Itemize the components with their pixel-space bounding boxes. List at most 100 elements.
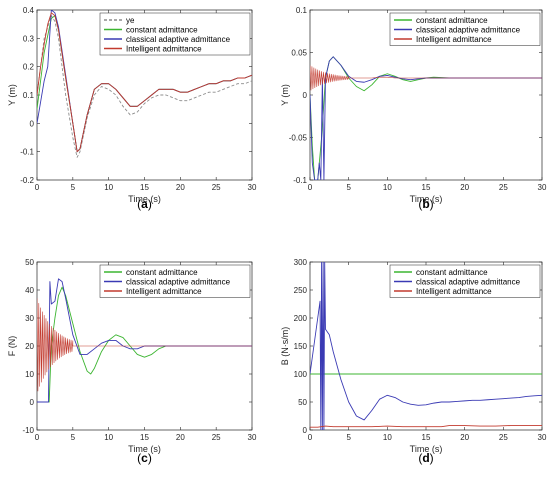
panel-label: (b) — [418, 197, 433, 211]
legend-box — [99, 12, 251, 56]
legend-entry: classical adaptive admittance — [416, 277, 521, 286]
legend-entry: constant admittance — [416, 16, 488, 25]
x-tick-label: 30 — [248, 433, 257, 442]
x-tick-label: 15 — [422, 183, 431, 192]
y-tick-label: 150 — [294, 342, 308, 351]
y-tick-label: 50 — [25, 258, 34, 267]
x-tick-label: 5 — [346, 183, 351, 192]
series-group — [37, 10, 252, 158]
x-tick-label: 25 — [499, 183, 508, 192]
panel-a: 0 5 10 15 20 25 30 -0.2 -0.1 0 0.1 0.2 0.3 0.4 Time (s… — [7, 6, 257, 211]
x-axis-label: Time (s) — [128, 194, 161, 204]
legend-entry: classical adaptive admittance — [416, 25, 521, 34]
y-tick-label: 200 — [294, 314, 308, 323]
y-tick-label: 20 — [25, 342, 34, 351]
y-tick-label: 0.05 — [291, 49, 307, 58]
x-tick-label: 5 — [346, 433, 351, 442]
x-tick-label: 30 — [538, 183, 547, 192]
y-tick-label: 100 — [294, 370, 308, 379]
y-tick-label: 250 — [294, 286, 308, 295]
panel-label: (a) — [137, 197, 152, 211]
y-tick-label: -0.1 — [293, 176, 307, 185]
x-tick-label: 25 — [499, 433, 508, 442]
x-tick-label: 15 — [140, 433, 149, 442]
y-tick-label: 50 — [298, 398, 307, 407]
legend-box — [99, 264, 251, 298]
legend-entry: Intelligent admittance — [126, 287, 202, 296]
x-axis-label: Time (s) — [128, 444, 161, 454]
series-group — [310, 262, 542, 430]
series-line-2 — [310, 262, 542, 430]
y-tick-label: 0.1 — [296, 6, 308, 15]
y-axis-label: B (N·s/m) — [280, 327, 290, 366]
x-tick-label: 20 — [176, 183, 185, 192]
legend-entry: Intelligent admittance — [416, 287, 492, 296]
y-tick-label: 40 — [25, 286, 34, 295]
series-line-3 — [310, 65, 542, 91]
x-tick-label: 25 — [212, 433, 221, 442]
x-tick-label: 5 — [71, 183, 76, 192]
legend-entry: ye — [126, 16, 135, 25]
y-tick-label: -0.2 — [20, 176, 34, 185]
series-line-4 — [37, 12, 252, 153]
x-tick-label: 20 — [176, 433, 185, 442]
y-tick-label: 0 — [30, 398, 35, 407]
y-tick-label: 0.4 — [23, 6, 35, 15]
x-axis-label: Time (s) — [410, 444, 443, 454]
x-tick-label: 10 — [383, 183, 392, 192]
y-axis-label: Y (m) — [280, 84, 290, 106]
x-tick-label: 10 — [383, 433, 392, 442]
legend-entry: Intelligent admittance — [416, 35, 492, 44]
panel-label: (d) — [418, 451, 433, 465]
series-group — [310, 56, 542, 180]
legend-box — [389, 264, 541, 298]
y-axis-label: Y (m) — [7, 84, 17, 106]
y-tick-label: -10 — [22, 426, 34, 435]
x-tick-label: 20 — [460, 433, 469, 442]
panel-b: 0 5 10 15 20 25 30 -0.1 -0.05 0 0.05 0.1 Time (s) Y (… — [280, 6, 547, 211]
y-tick-label: 0.1 — [23, 91, 35, 100]
x-tick-label: 0 — [35, 433, 40, 442]
x-tick-label: 0 — [35, 183, 40, 192]
x-tick-label: 25 — [212, 183, 221, 192]
legend-entry: constant admittance — [416, 268, 488, 277]
y-axis-label: F (N) — [7, 336, 17, 357]
y-tick-label: 0 — [303, 426, 308, 435]
x-tick-label: 20 — [460, 183, 469, 192]
y-tick-label: 10 — [25, 370, 34, 379]
series-line-3 — [310, 425, 542, 428]
series-line-1 — [37, 15, 252, 158]
legend-entry: classical adaptive admittance — [126, 277, 231, 286]
x-tick-label: 10 — [104, 433, 113, 442]
x-tick-label: 15 — [140, 183, 149, 192]
y-tick-label: 0 — [303, 91, 308, 100]
y-tick-label: 300 — [294, 258, 308, 267]
x-tick-label: 30 — [248, 183, 257, 192]
series-group — [37, 278, 252, 403]
x-tick-label: 5 — [71, 433, 76, 442]
x-tick-label: 0 — [308, 183, 313, 192]
legend-entry: constant admittance — [126, 25, 198, 34]
legend-entry: Intelligent admittance — [126, 44, 202, 53]
y-tick-label: 0.3 — [23, 34, 35, 43]
series-line-3 — [37, 298, 252, 392]
y-tick-label: -0.1 — [20, 148, 34, 157]
y-tick-label: 0 — [30, 119, 35, 128]
x-tick-label: 15 — [422, 433, 431, 442]
x-tick-label: 10 — [104, 183, 113, 192]
panel-label: (c) — [137, 451, 152, 465]
x-tick-label: 30 — [538, 433, 547, 442]
legend-entry: classical adaptive admittance — [126, 35, 231, 44]
legend-box — [389, 12, 541, 46]
y-tick-label: 30 — [25, 314, 34, 323]
legend-entry: constant admittance — [126, 268, 198, 277]
y-tick-label: 0.2 — [23, 63, 35, 72]
y-tick-label: -0.05 — [289, 134, 308, 143]
